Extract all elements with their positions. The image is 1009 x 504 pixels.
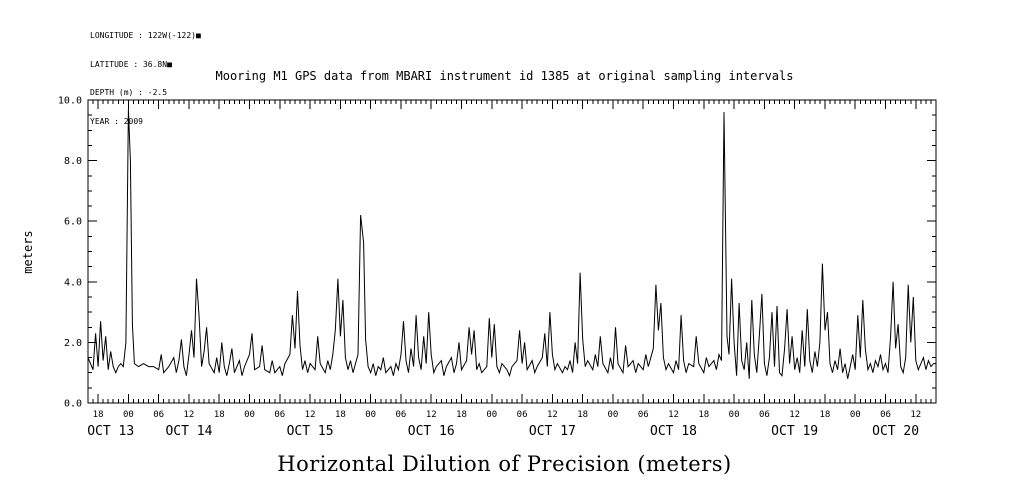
x-tick-label: 18 (820, 410, 831, 420)
x-tick-label: 00 (608, 410, 619, 420)
metadata-depth: DEPTH (m) : -2.5 (90, 88, 168, 97)
x-tick-label: 00 (486, 410, 497, 420)
x-tick-label: 00 (244, 410, 255, 420)
y-tick-label: 6.0 (64, 217, 82, 228)
metadata-latitude: LATITUDE : 36.8N■ (90, 59, 172, 69)
date-label: OCT 16 (408, 424, 455, 439)
metadata-longitude: LONGITUDE : 122W(-122)■ (90, 31, 201, 40)
x-tick-label: 06 (274, 410, 285, 420)
date-label: OCT 18 (650, 424, 697, 439)
y-tick-label: 10.0 (58, 96, 82, 107)
x-tick-label: 06 (759, 410, 770, 420)
x-tick-label: 06 (396, 410, 407, 420)
x-tick-label: 18 (456, 410, 467, 420)
x-tick-label: 06 (153, 410, 164, 420)
x-tick-label: 18 (93, 410, 104, 420)
date-label: OCT 13 (87, 424, 134, 439)
x-tick-label: 12 (668, 410, 679, 420)
y-tick-label: 0.0 (64, 399, 82, 410)
x-tick-label: 06 (638, 410, 649, 420)
chart-title: Mooring M1 GPS data from MBARI instrumen… (215, 69, 794, 83)
date-label: OCT 14 (165, 424, 212, 439)
y-tick-label: 8.0 (64, 156, 82, 167)
y-axis-title: meters (21, 230, 35, 274)
metadata-block: LONGITUDE : 122W(-122)■ LATITUDE : 36.8N… (90, 12, 201, 145)
plot-frame (87, 99, 937, 404)
x-tick-label: 00 (850, 410, 861, 420)
x-tick-label: 00 (365, 410, 376, 420)
x-tick-label: 18 (698, 410, 709, 420)
x-tick-label: 18 (577, 410, 588, 420)
x-tick-label: 06 (880, 410, 891, 420)
date-label: OCT 15 (287, 424, 334, 439)
x-tick-label: 12 (547, 410, 558, 420)
x-tick-label: 12 (789, 410, 800, 420)
x-axis-title: Horizontal Dilution of Precision (meters… (277, 452, 732, 476)
y-tick-label: 2.0 (64, 338, 82, 349)
x-tick-label: 00 (729, 410, 740, 420)
x-tick-label: 06 (517, 410, 528, 420)
x-tick-label: 12 (910, 410, 921, 420)
x-tick-label: 00 (123, 410, 134, 420)
x-tick-label: 12 (305, 410, 316, 420)
x-tick-label: 18 (335, 410, 346, 420)
date-label: OCT 20 (872, 424, 919, 439)
hdop-series-line (87, 109, 936, 379)
date-label: OCT 17 (529, 424, 576, 439)
x-tick-label: 12 (426, 410, 437, 420)
x-tick-label: 12 (184, 410, 195, 420)
x-tick-label: 18 (214, 410, 225, 420)
metadata-year: YEAR : 2009 (90, 116, 143, 126)
date-label: OCT 19 (771, 424, 818, 439)
y-tick-label: 4.0 (64, 277, 82, 288)
